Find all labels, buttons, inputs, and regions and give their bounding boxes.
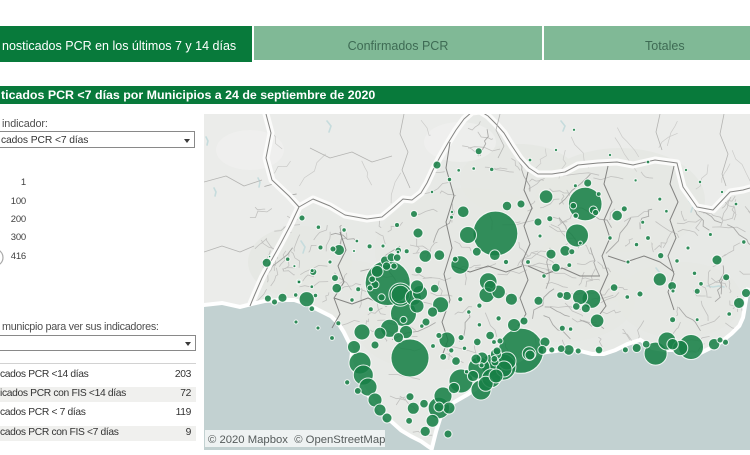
svg-text:© 2020 Mapbox © OpenStreetMap: © 2020 Mapbox © OpenStreetMap xyxy=(208,434,385,446)
